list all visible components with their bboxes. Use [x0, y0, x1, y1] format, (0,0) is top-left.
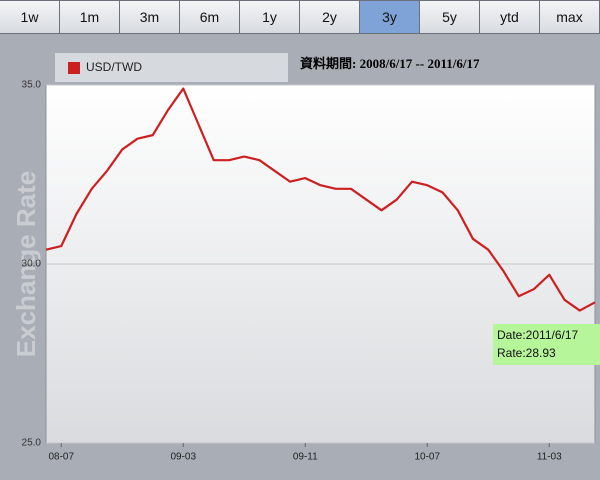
range-tab[interactable]: 1m — [59, 0, 120, 34]
range-tab[interactable]: 3m — [119, 0, 180, 34]
range-tabs: 1w 1m 3m 6m 1y 2y 3y 5y ytd max — [0, 0, 600, 34]
range-tab[interactable]: 1w — [0, 0, 60, 34]
x-tick-label: 09-03 — [170, 452, 196, 463]
y-tick-label: 30.0 — [22, 259, 42, 270]
legend-swatch — [68, 62, 80, 74]
tooltip-text: Date:2011/6/17 — [497, 328, 579, 342]
x-tick-label: 09-11 — [293, 452, 318, 463]
subtitle: 資料期間: 2008/6/17 -- 2011/6/17 — [300, 56, 480, 71]
range-tab[interactable]: 1y — [239, 0, 300, 34]
range-tab[interactable]: 6m — [179, 0, 240, 34]
range-tab[interactable]: 3y — [359, 0, 420, 34]
y-tick-label: 35.0 — [22, 80, 42, 91]
y-axis-label: Exchange Rate — [11, 171, 41, 357]
range-tab[interactable]: ytd — [479, 0, 540, 34]
x-tick-label: 11-03 — [537, 452, 562, 463]
legend-label: USD/TWD — [86, 60, 142, 74]
x-tick-label: 10-07 — [414, 452, 440, 463]
range-tab[interactable]: 2y — [299, 0, 360, 34]
range-tab[interactable]: max — [539, 0, 600, 34]
series-line — [45, 87, 596, 312]
y-tick-label: 25.0 — [22, 438, 42, 449]
tooltip-text: Rate:28.93 — [497, 346, 556, 360]
x-tick-label: 08-07 — [48, 452, 74, 463]
range-tab[interactable]: 5y — [419, 0, 480, 34]
tooltip-box — [493, 324, 600, 365]
legend-box — [55, 53, 288, 82]
chart: 資料期間: 2008/6/17 -- 2011/6/17 Exchange Ra… — [11, 53, 600, 463]
